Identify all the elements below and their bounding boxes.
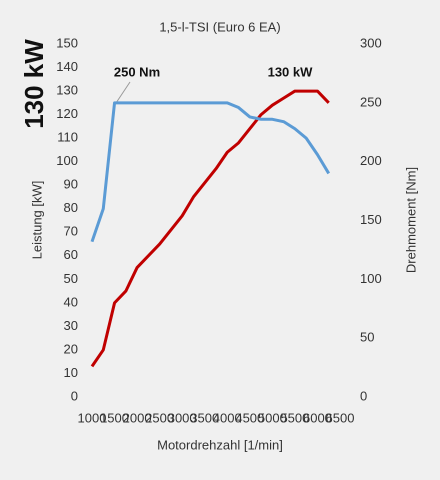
x-axis-label: Motordrehzahl [1/min] bbox=[157, 437, 283, 452]
y2-tick-label: 50 bbox=[360, 330, 374, 345]
y-tick-label: 130 bbox=[56, 83, 78, 98]
y2-tick-label: 300 bbox=[360, 35, 382, 50]
y-tick-label: 100 bbox=[56, 153, 78, 168]
y-tick-label: 150 bbox=[56, 35, 78, 50]
y-tick-label: 30 bbox=[64, 318, 78, 333]
y-tick-label: 60 bbox=[64, 247, 78, 262]
y-tick-label: 110 bbox=[57, 130, 78, 145]
y-tick-label: 80 bbox=[64, 200, 78, 215]
y-tick-label: 20 bbox=[64, 341, 78, 356]
x-tick-label: 2000 bbox=[123, 410, 152, 425]
x-tick-label: 1500 bbox=[100, 410, 129, 425]
y-tick-label: 90 bbox=[64, 177, 78, 192]
line bbox=[90, 89, 330, 368]
line bbox=[90, 101, 331, 243]
y-tick-label: 0 bbox=[71, 388, 78, 403]
badge: 130 kW bbox=[19, 39, 49, 129]
x-tick-label: 2500 bbox=[145, 410, 174, 425]
x-tick-label: 6000 bbox=[303, 410, 332, 425]
chart-title: 1,5-l-TSI (Euro 6 EA) bbox=[159, 19, 280, 34]
y2-tick-label: 0 bbox=[360, 388, 367, 403]
x-tick-label: 1000 bbox=[78, 410, 107, 425]
y-tick-label: 10 bbox=[64, 365, 78, 380]
y-tick-label: 140 bbox=[56, 59, 78, 74]
y2-tick-label: 100 bbox=[360, 271, 382, 286]
y2-tick-label: 250 bbox=[360, 94, 382, 109]
y-tick-label: 40 bbox=[64, 294, 78, 309]
x-tick-label: 3500 bbox=[190, 410, 219, 425]
y2-tick-label: 150 bbox=[360, 212, 382, 227]
x-tick-label: 5000 bbox=[258, 410, 287, 425]
annotation: 130 kW bbox=[268, 64, 314, 79]
x-tick-label: 6500 bbox=[326, 410, 355, 425]
y2-axis-label: Drehmoment [Nm] bbox=[403, 167, 418, 273]
leader-line bbox=[115, 81, 131, 104]
x-tick-label: 5500 bbox=[280, 410, 309, 425]
y-tick-label: 70 bbox=[64, 224, 78, 239]
x-tick-label: 4000 bbox=[213, 410, 242, 425]
y2-tick-label: 200 bbox=[360, 153, 382, 168]
y-tick-label: 120 bbox=[56, 106, 78, 121]
annotation: 250 Nm bbox=[114, 64, 160, 79]
x-tick-label: 4500 bbox=[235, 410, 264, 425]
x-tick-label: 3000 bbox=[168, 410, 197, 425]
y-axis-label: Leistung [kW] bbox=[29, 181, 44, 260]
y-tick-label: 50 bbox=[64, 271, 78, 286]
